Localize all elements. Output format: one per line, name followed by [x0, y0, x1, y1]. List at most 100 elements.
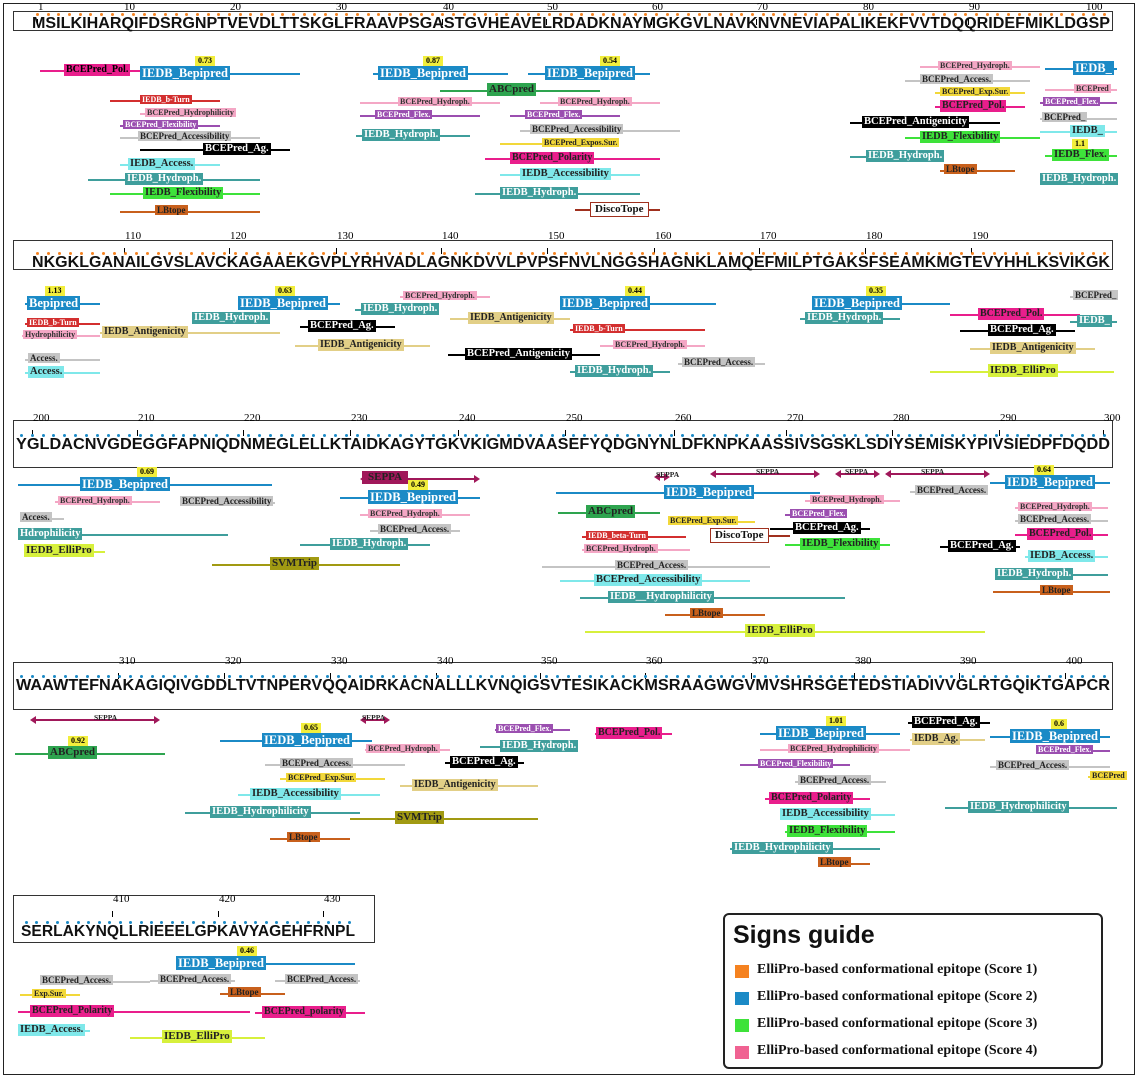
- annotation-label: BCEPred_Ag.: [450, 756, 518, 769]
- annotation-label: IEDB_ElliPro: [24, 544, 94, 557]
- epitope-residue-dot: [734, 434, 738, 437]
- annotation-label: IEDB_Hydroph.: [125, 173, 204, 186]
- epitope-residue-dot: [542, 252, 545, 255]
- epitope-residue-dot: [697, 13, 701, 16]
- epitope-residue-dot: [588, 675, 592, 678]
- epitope-residue-dot: [762, 252, 765, 255]
- annotation-label: BCEPred_Flex.: [496, 724, 554, 734]
- residue-tick-label: 410: [113, 893, 130, 905]
- epitope-residue-dot: [366, 13, 370, 16]
- epitope-residue-dot: [293, 675, 297, 678]
- epitope-residue-dot: [561, 434, 565, 437]
- residue-tick-mark: [892, 430, 893, 436]
- epitope-residue-dot: [654, 675, 658, 678]
- epitope-residue-dot: [410, 252, 413, 255]
- annotation-label: ABCpred: [48, 746, 98, 759]
- annotation-label: BCEPred_Access.: [1018, 514, 1092, 525]
- annotation-label: IEDB_ElliPro: [988, 364, 1058, 377]
- sequence-text-row-3: YGLDACNVGDEGGFAPNIQDNMEGLELLKTAIDKAGYTGK…: [16, 436, 1110, 453]
- annotation-label: IEDB_Ag.: [912, 733, 961, 745]
- epitope-residue-dot: [1048, 675, 1052, 678]
- epitope-residue-dot: [665, 13, 669, 16]
- annotation-label: BCEPred_Pol.: [596, 727, 663, 739]
- epitope-residue-dot: [334, 434, 338, 437]
- annotation-label: BCEPred_Ag.: [912, 716, 980, 729]
- epitope-residue-dot: [413, 675, 417, 678]
- residue-tick-mark: [651, 19, 652, 25]
- epitope-residue-dot: [750, 13, 754, 16]
- epitope-residue-dot: [311, 252, 314, 255]
- epitope-residue-dot: [696, 252, 699, 255]
- epitope-residue-dot: [599, 675, 603, 678]
- epitope-residue-dot: [1016, 434, 1020, 437]
- epitope-residue-dot: [648, 434, 652, 437]
- epitope-residue-dot: [518, 434, 522, 437]
- epitope-residue-dot: [66, 921, 70, 924]
- epitope-residue-dot: [610, 675, 614, 678]
- annotation-range-line: [570, 329, 705, 331]
- annotation-label: BCEPred_Hydroph.: [584, 544, 658, 554]
- annotation-label: IEDB_Antigenicity: [468, 312, 554, 324]
- residue-tick-mark: [350, 430, 351, 436]
- annotation-label: IEDB_Hydrophilicity: [968, 801, 1069, 814]
- epitope-residue-dot: [817, 252, 820, 255]
- epitope-residue-dot: [334, 13, 338, 16]
- annotation-label: SEPPA: [845, 467, 869, 476]
- epitope-residue-dot: [391, 675, 395, 678]
- annotation-label: SEPPA: [656, 470, 680, 479]
- epitope-residue-dot: [509, 252, 512, 255]
- epitope-residue-dot: [420, 13, 424, 16]
- epitope-residue-dot: [698, 675, 702, 678]
- residue-tick-mark: [323, 911, 324, 917]
- epitope-residue-dot: [550, 434, 554, 437]
- epitope-residue-dot: [399, 434, 403, 437]
- epitope-residue-dot: [938, 675, 942, 678]
- legend-label-score-4: ElliPro-based conformational epitope (Sc…: [757, 1043, 1038, 1058]
- residue-tick-label: 200: [33, 412, 50, 424]
- epitope-residue-dot: [763, 675, 767, 678]
- epitope-residue-dot: [507, 434, 511, 437]
- epitope-residue-dot: [473, 13, 477, 16]
- epitope-residue-dot: [479, 675, 483, 678]
- epitope-residue-dot: [1092, 434, 1096, 437]
- epitope-residue-dot: [1092, 252, 1095, 255]
- epitope-residue-dot: [1048, 252, 1051, 255]
- annotation-label: IEDB_Hydrophilicity: [210, 806, 311, 819]
- epitope-residue-dot: [818, 675, 822, 678]
- epitope-residue-dot: [644, 13, 648, 16]
- seppa-arrow: [835, 469, 880, 478]
- residue-tick-label: 400: [1066, 655, 1083, 667]
- annotation-label: BCEPred_Antigenicity: [862, 116, 970, 129]
- epitope-residue-dot: [1070, 434, 1074, 437]
- epitope-residue-dot: [301, 434, 305, 437]
- epitope-residue-dot: [545, 675, 549, 678]
- epitope-residue-dot: [258, 434, 262, 437]
- residue-tick-mark: [458, 430, 459, 436]
- epitope-residue-dot: [940, 434, 944, 437]
- annotation-label: BCEPred_Access.: [915, 485, 989, 496]
- epitope-residue-dot: [729, 13, 733, 16]
- epitope-residue-dot: [462, 13, 466, 16]
- residue-tick-label: 70: [757, 1, 768, 13]
- residue-tick-label: 350: [541, 655, 558, 667]
- epitope-residue-dot: [184, 675, 188, 678]
- annotation-label: BCEPred_Hydrophilicity: [145, 108, 236, 118]
- epitope-residue-dot: [994, 434, 998, 437]
- epitope-residue-dot: [110, 13, 114, 16]
- residue-tick-label: 260: [675, 412, 692, 424]
- epitope-residue-dot: [139, 434, 143, 437]
- annotation-label: Access.: [28, 366, 65, 379]
- epitope-residue-dot: [52, 675, 56, 678]
- residue-tick-label: 370: [752, 655, 769, 667]
- seppa-arrow: [710, 469, 820, 478]
- annotation-label: SEPPA: [94, 713, 118, 722]
- annotation-score: 1.1: [1072, 139, 1088, 149]
- annotation-label: BCEPred_Pol.: [1027, 528, 1094, 540]
- epitope-residue-dot: [539, 434, 543, 437]
- annotation-label: LBtope: [944, 164, 977, 175]
- epitope-residue-dot: [669, 434, 673, 437]
- epitope-residue-dot: [290, 434, 294, 437]
- legend-swatch-score-4: [735, 1046, 749, 1059]
- epitope-residue-dot: [505, 13, 509, 16]
- epitope-residue-dot: [344, 252, 347, 255]
